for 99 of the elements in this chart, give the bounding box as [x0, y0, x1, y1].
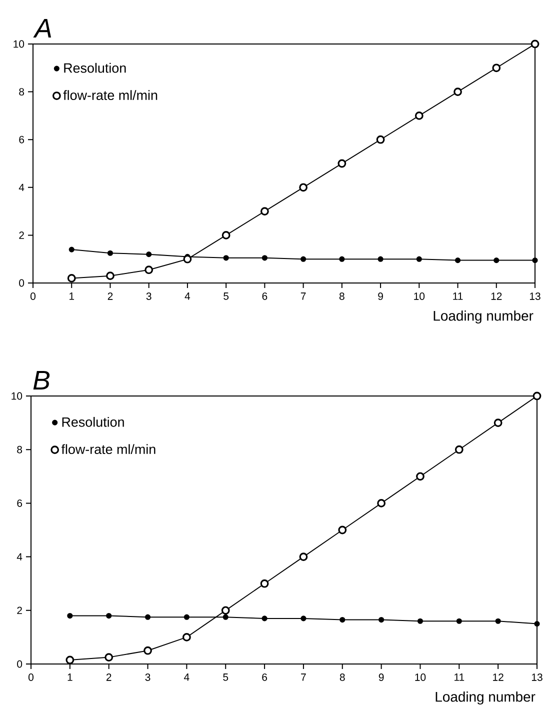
- point: [183, 254, 192, 264]
- point: [377, 499, 386, 508]
- point: [378, 616, 384, 623]
- point: [222, 231, 230, 240]
- point: [222, 614, 228, 620]
- point: [340, 616, 346, 623]
- x-axis-title: Loading number: [436, 692, 536, 705]
- x-tick-label: 5: [223, 674, 228, 681]
- x-tick-label: 12: [491, 292, 502, 300]
- x-tick-label: 2: [108, 292, 113, 300]
- x-tick-label: 0: [28, 674, 34, 681]
- x-tick-label: 4: [184, 292, 190, 300]
- point: [299, 183, 308, 192]
- point: [66, 656, 74, 664]
- point: [144, 646, 152, 655]
- point: [104, 653, 114, 662]
- chart-title: A: [33, 18, 52, 38]
- point: [338, 159, 346, 168]
- y-tick-label: 0: [17, 660, 22, 668]
- x-tick-label: 9: [378, 674, 384, 681]
- point: [534, 621, 540, 627]
- point: [532, 392, 542, 400]
- x-tick-label: 8: [339, 292, 344, 300]
- y-tick-label: 6: [17, 500, 22, 507]
- point: [107, 250, 114, 256]
- x-tick-label: 1: [70, 292, 74, 300]
- point: [532, 258, 538, 264]
- point: [454, 258, 461, 264]
- point: [414, 112, 424, 120]
- point: [495, 618, 501, 624]
- point: [262, 616, 268, 622]
- point: [299, 552, 308, 562]
- x-tick-label: 11: [453, 292, 463, 300]
- x-tick-label: 3: [145, 674, 150, 681]
- point: [67, 274, 76, 282]
- y-tick-label: 0: [19, 279, 24, 287]
- x-tick-label: 11: [454, 674, 464, 681]
- point: [494, 418, 502, 428]
- point: [417, 618, 424, 624]
- y-tick-label: 2: [17, 606, 22, 614]
- x-tick-label: 8: [340, 674, 345, 681]
- point: [454, 445, 464, 454]
- point: [416, 472, 424, 481]
- point: [144, 614, 151, 620]
- x-tick-label: 13: [530, 292, 540, 300]
- y-tick-label: 2: [19, 232, 24, 239]
- y-tick-label: 6: [19, 136, 24, 144]
- point: [338, 526, 347, 534]
- point: [68, 246, 74, 252]
- point: [106, 612, 112, 619]
- point: [494, 258, 500, 264]
- x-tick-label: 10: [414, 292, 425, 300]
- legend-label: flow-rate ml/min: [61, 444, 156, 454]
- x-tick-label: 10: [415, 674, 426, 681]
- x-tick-label: 7: [301, 674, 306, 681]
- point: [300, 616, 306, 622]
- x-tick-label: 4: [184, 674, 190, 681]
- point: [106, 272, 114, 280]
- x-tick-label: 0: [30, 292, 36, 300]
- point: [456, 618, 462, 624]
- legend-label: Resolution: [62, 416, 124, 427]
- x-tick-label: 5: [224, 292, 229, 300]
- x-tick-label: 6: [262, 292, 268, 300]
- point: [67, 612, 73, 619]
- point: [223, 255, 229, 261]
- legend-label: flow-rate ml/min: [63, 90, 158, 100]
- point: [146, 252, 152, 258]
- point: [221, 606, 230, 615]
- y-tick-label: 10: [14, 40, 24, 48]
- point: [300, 256, 306, 262]
- point: [260, 207, 269, 216]
- y-tick-label: 8: [19, 88, 24, 96]
- y-tick-label: 4: [16, 553, 22, 560]
- point: [262, 255, 268, 261]
- point: [530, 40, 540, 48]
- x-tick-label: 3: [146, 292, 152, 300]
- x-tick-label: 13: [532, 674, 542, 681]
- y-tick-label: 10: [12, 392, 22, 400]
- x-tick-label: 9: [378, 292, 383, 300]
- x-axis-title: Loading number: [434, 310, 534, 324]
- point: [492, 64, 501, 72]
- point: [454, 88, 462, 96]
- point: [378, 256, 384, 262]
- x-tick-label: 2: [106, 674, 112, 681]
- y-tick-label: 4: [18, 184, 24, 192]
- legend-label: Resolution: [64, 62, 126, 73]
- point: [376, 135, 385, 144]
- point: [260, 579, 269, 588]
- chart-title: B: [33, 370, 50, 390]
- x-tick-label: 1: [68, 674, 72, 681]
- point: [339, 256, 345, 262]
- y-tick-label: 8: [17, 446, 22, 454]
- x-tick-label: 7: [300, 292, 306, 300]
- point: [184, 614, 190, 620]
- point: [182, 633, 191, 642]
- point: [144, 266, 154, 274]
- x-tick-label: 12: [493, 674, 504, 681]
- point: [416, 256, 422, 262]
- x-tick-label: 6: [262, 674, 267, 681]
